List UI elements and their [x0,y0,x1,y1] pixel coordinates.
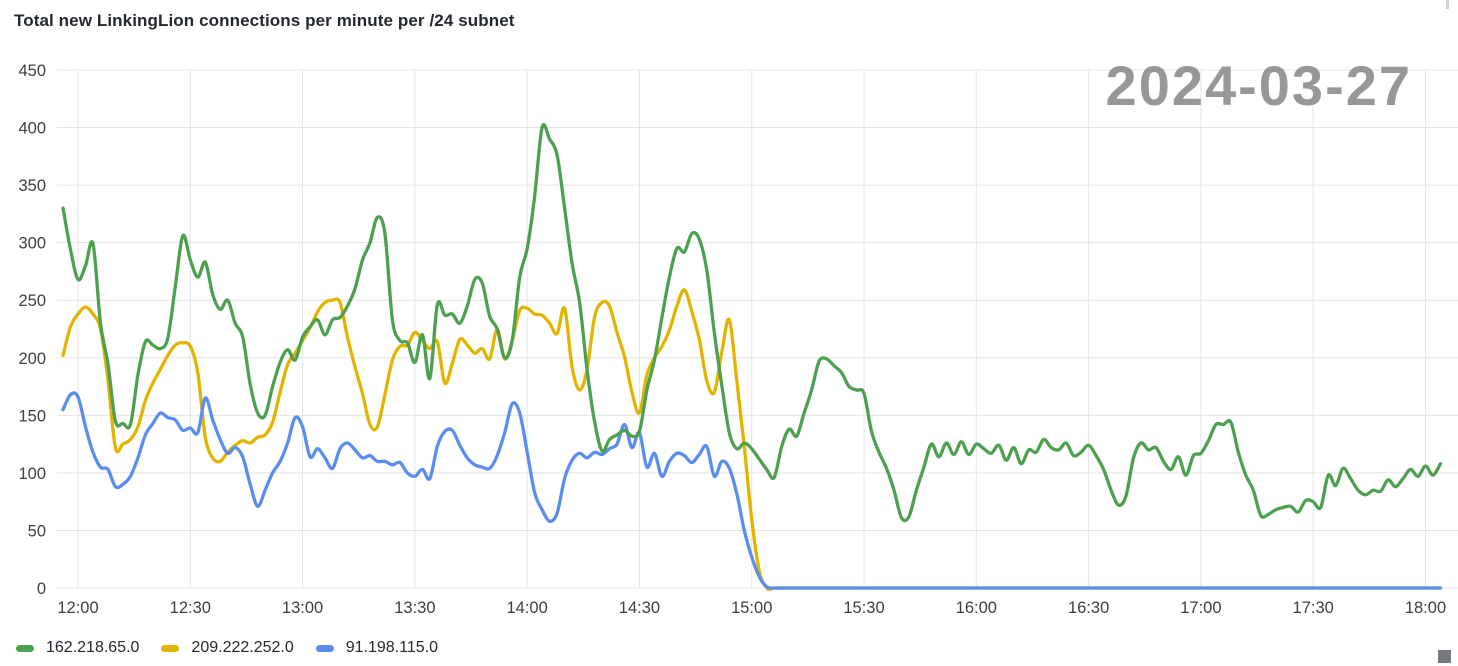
svg-text:150: 150 [18,407,46,425]
svg-text:15:00: 15:00 [731,599,772,617]
legend-label: 209.222.252.0 [191,639,294,656]
svg-text:450: 450 [18,62,46,80]
svg-text:0: 0 [37,580,46,598]
legend-swatch-gold-icon [161,644,180,652]
svg-text:12:00: 12:00 [57,599,98,617]
chart-title: Total new LinkingLion connections per mi… [14,11,515,30]
svg-text:13:30: 13:30 [394,599,435,617]
legend: 162.218.65.0 209.222.252.0 91.198.115.0 [16,639,460,657]
svg-text:18:00: 18:00 [1405,599,1446,617]
legend-item-162-218-65-0[interactable]: 162.218.65.0 [16,639,139,657]
svg-text:50: 50 [28,522,46,540]
svg-text:17:00: 17:00 [1180,599,1221,617]
svg-text:16:30: 16:30 [1068,599,1109,617]
legend-swatch-green-icon [16,644,34,652]
svg-text:400: 400 [18,120,46,138]
svg-text:14:00: 14:00 [507,599,548,617]
svg-text:13:00: 13:00 [282,599,323,617]
svg-text:250: 250 [18,292,46,310]
legend-item-91-198-115-0[interactable]: 91.198.115.0 [315,639,438,657]
svg-text:17:30: 17:30 [1293,599,1334,617]
svg-text:12:30: 12:30 [170,599,211,617]
legend-label: 91.198.115.0 [345,639,438,656]
svg-text:14:30: 14:30 [619,599,660,617]
legend-label: 162.218.65.0 [46,639,140,656]
window-edge-artifact [1446,0,1449,9]
legend-item-209-222-252-0[interactable]: 209.222.252.0 [161,639,294,657]
svg-text:200: 200 [18,350,46,368]
resize-grip-icon[interactable] [1438,650,1451,663]
svg-text:100: 100 [18,465,46,483]
svg-text:350: 350 [18,177,46,195]
svg-text:15:30: 15:30 [843,599,884,617]
legend-swatch-blue-icon [315,644,334,652]
svg-text:16:00: 16:00 [956,599,997,617]
svg-text:300: 300 [18,235,46,253]
